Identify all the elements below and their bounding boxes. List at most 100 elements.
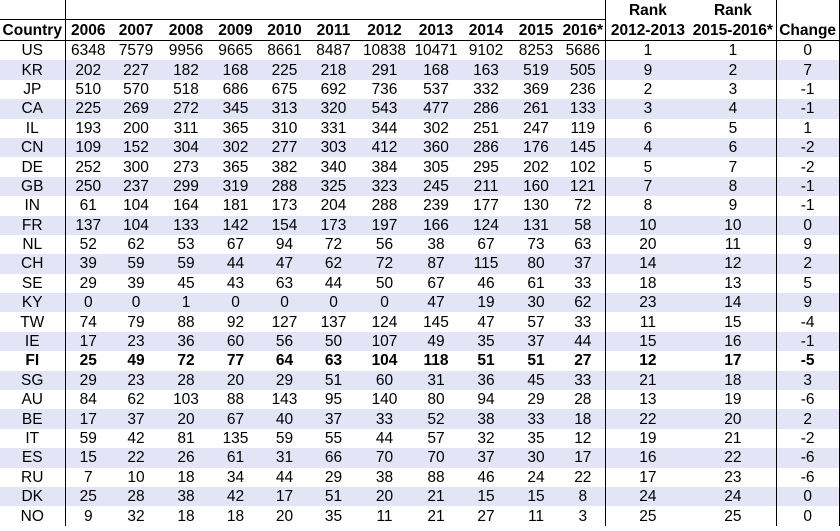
year-value-cell: 0 <box>65 293 111 313</box>
year-value-cell: 8487 <box>316 42 351 60</box>
year-value-cell: 67 <box>477 236 495 254</box>
year-value-cell: 17 <box>65 331 111 352</box>
rank-2012-2013-cell: 19 <box>639 430 657 447</box>
year-value-cell: 299 <box>161 176 211 197</box>
country-cell: BE <box>0 409 66 429</box>
year-value-cell: 25 <box>65 486 111 507</box>
year-value-cell: 7579 <box>118 42 154 60</box>
year-value-cell: 11 <box>376 507 393 525</box>
year-value-cell: 47 <box>260 254 309 274</box>
header-spacer <box>776 0 840 20</box>
rank-2015-2016-header-line1: Rank <box>690 0 777 20</box>
year-value-cell: 72 <box>358 254 411 274</box>
year-value-cell: 49 <box>411 331 461 352</box>
year-value-cell: 140 <box>371 391 398 409</box>
year-value-cell: 18 <box>177 468 195 486</box>
year-value-cell: 33 <box>561 273 606 294</box>
change-cell: 9 <box>776 234 840 255</box>
year-value-cell: 200 <box>123 119 149 137</box>
year-value-cell: 45 <box>511 370 561 391</box>
year-value-cell: 50 <box>375 274 394 292</box>
year-value-cell: 72 <box>561 196 606 216</box>
year-value-cell: 118 <box>423 352 449 370</box>
change-cell: -6 <box>776 448 840 468</box>
year-value-cell: 9665 <box>218 42 253 60</box>
rank-2012-2013-cell: 2 <box>643 80 653 98</box>
year-header: 2007 <box>111 19 161 41</box>
year-value-cell: 29 <box>79 274 97 292</box>
year-value-cell: 251 <box>473 119 499 137</box>
year-value-cell: 736 <box>371 80 398 98</box>
year-value-cell: 51 <box>309 370 358 391</box>
year-value-cell: 62 <box>561 293 606 313</box>
rank-2012-2013-cell: 7 <box>605 176 691 197</box>
year-value-cell: 27 <box>561 351 606 371</box>
year-value-cell: 302 <box>423 119 449 137</box>
year-value-cell: 84 <box>79 391 97 409</box>
change-cell: 0 <box>776 215 840 235</box>
change-cell: -2 <box>776 157 840 177</box>
year-value-cell: 24 <box>527 468 545 486</box>
year-value-cell: 300 <box>123 158 149 176</box>
year-value-cell: 66 <box>309 448 358 468</box>
year-value-cell: 70 <box>358 448 411 468</box>
year-value-cell: 303 <box>309 137 358 158</box>
year-value-cell: 80 <box>511 254 561 274</box>
year-value-cell: 104 <box>111 215 161 235</box>
year-value-cell: 94 <box>275 236 294 254</box>
year-value-cell: 36 <box>161 331 211 352</box>
year-value-cell: 261 <box>511 99 561 119</box>
rank-2015-2016-cell: 17 <box>690 351 777 371</box>
change-cell: -1 <box>776 99 840 119</box>
rank-2015-2016-cell: 24 <box>690 486 777 507</box>
rank-2015-2016-cell: 9 <box>690 196 777 216</box>
year-value-cell: 18 <box>226 507 245 525</box>
year-value-cell: 74 <box>79 313 97 331</box>
year-value-cell: 35 <box>461 331 511 352</box>
change-cell: -1 <box>776 176 840 197</box>
change-cell: -2 <box>776 137 840 158</box>
change-cell: -1 <box>776 331 840 352</box>
year-header: 2006 <box>65 19 111 41</box>
country-cell: FR <box>0 215 66 235</box>
year-value-cell: 51 <box>477 352 495 370</box>
year-value-cell: 88 <box>226 391 245 409</box>
year-value-cell: 570 <box>123 80 149 98</box>
rank-2012-2013-cell: 18 <box>639 274 657 292</box>
year-value-cell: 23 <box>111 370 161 391</box>
year-value-cell: 17 <box>561 448 606 468</box>
table-row: CN 109 152 304 302 277 303 412 360 286 176 145 4 6 -2 <box>0 137 840 158</box>
year-value-cell: 295 <box>473 158 499 176</box>
year-value-cell: 77 <box>226 352 245 370</box>
year-value-cell: 30 <box>511 293 561 313</box>
year-value-cell: 477 <box>411 99 461 119</box>
year-value-cell: 56 <box>260 331 309 352</box>
year-value-cell: 37 <box>111 409 161 429</box>
year-value-cell: 31 <box>411 370 461 391</box>
year-value-cell: 225 <box>260 60 309 80</box>
year-value-cell: 0 <box>309 293 358 313</box>
country-cell: CA <box>0 99 66 119</box>
year-value-cell: 39 <box>127 274 145 292</box>
year-value-cell: 8661 <box>267 42 302 60</box>
year-value-cell: 3 <box>561 506 606 526</box>
year-value-cell: 519 <box>511 60 561 80</box>
year-value-cell: 58 <box>561 215 606 235</box>
change-cell: -6 <box>776 390 840 410</box>
year-value-cell: 29 <box>324 468 343 486</box>
year-value-cell: 20 <box>358 486 411 507</box>
year-value-cell: 121 <box>561 176 606 197</box>
year-value-cell: 28 <box>561 390 606 410</box>
year-header: 2016* <box>561 19 606 41</box>
year-value-cell: 345 <box>211 99 260 119</box>
year-value-cell: 57 <box>427 430 445 447</box>
year-value-cell: 42 <box>127 430 145 447</box>
change-cell: 7 <box>776 60 840 80</box>
change-cell: 3 <box>776 370 840 391</box>
year-value-cell: 43 <box>226 274 245 292</box>
country-cell: DK <box>0 486 66 507</box>
year-value-cell: 176 <box>511 137 561 158</box>
change-cell: -4 <box>776 312 840 332</box>
year-value-cell: 181 <box>222 197 249 215</box>
